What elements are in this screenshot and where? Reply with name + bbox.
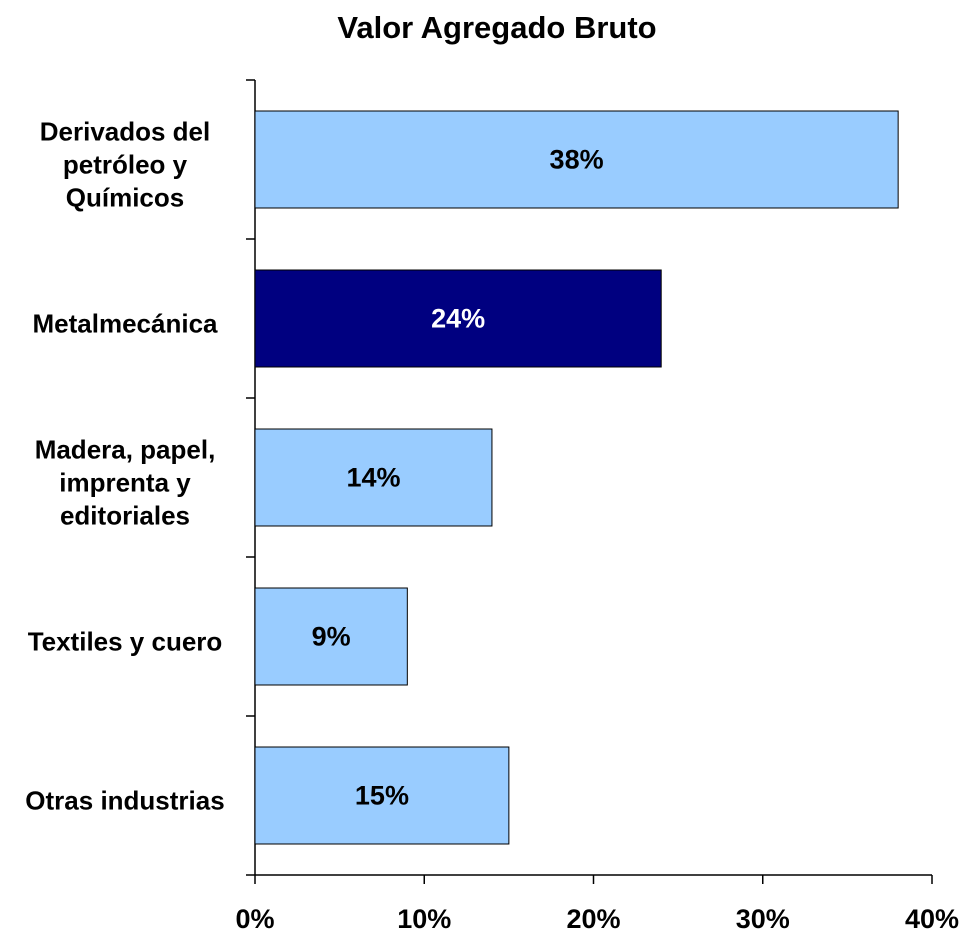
data-label: 24% (431, 304, 485, 334)
data-label: 38% (550, 145, 604, 175)
y-tick-label: Metalmecánica (32, 308, 218, 338)
x-tick-label: 30% (736, 904, 790, 934)
y-tick-label: Madera, papel, imprenta y editoriales (34, 434, 216, 530)
bar (254, 269, 662, 368)
x-tick-label: 10% (397, 904, 451, 934)
x-tick-label: 0% (235, 904, 274, 934)
y-tick-label: Derivados del petróleo y Químicos (39, 116, 211, 212)
x-tick-label: 40% (905, 904, 959, 934)
y-tick-label: Otras industrias (25, 785, 225, 815)
data-label: 14% (346, 463, 400, 493)
bar (254, 746, 510, 845)
chart-title: Valor Agregado Bruto (337, 10, 656, 45)
x-tick-label: 20% (566, 904, 620, 934)
bar (254, 428, 493, 527)
data-label: 9% (312, 622, 351, 652)
data-label: 15% (355, 781, 409, 811)
bar (254, 587, 408, 686)
bar (254, 110, 899, 209)
y-tick-label: Textiles y cuero (27, 626, 223, 656)
